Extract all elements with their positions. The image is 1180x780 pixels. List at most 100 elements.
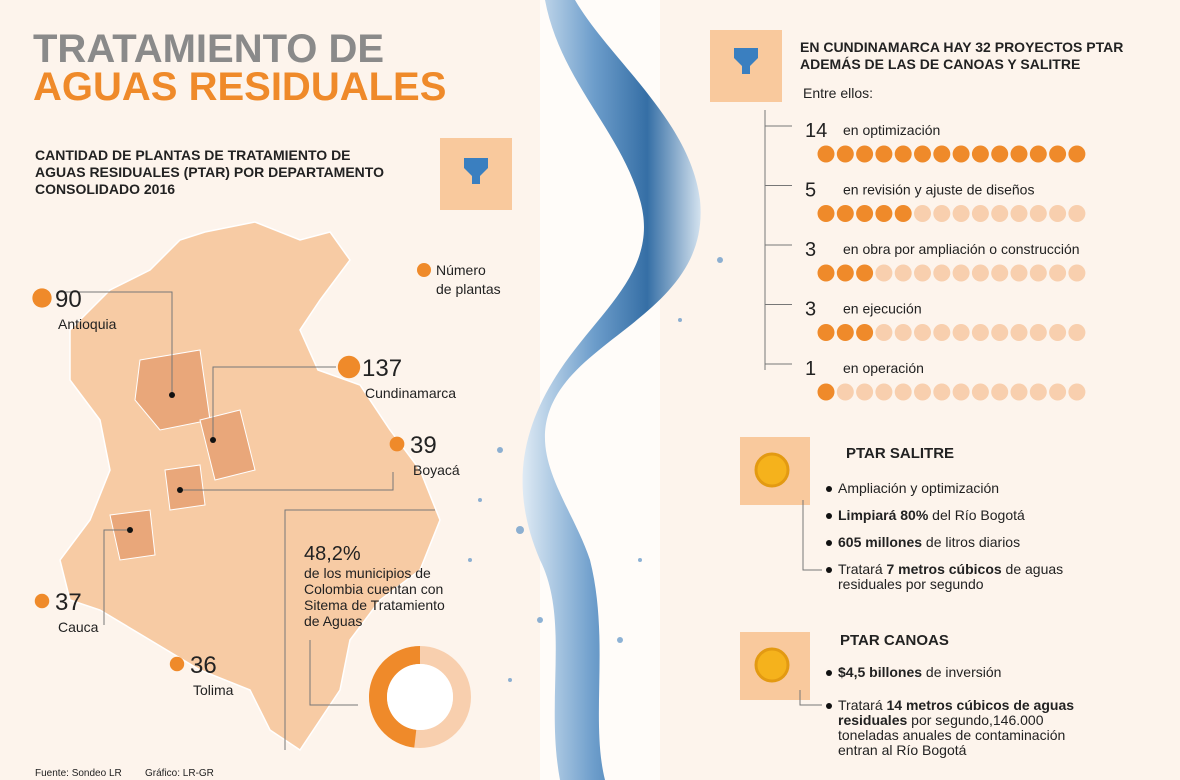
- project-dot: [837, 324, 854, 341]
- empty-dot: [1068, 265, 1085, 282]
- empty-dot: [914, 205, 931, 222]
- project-label: en obra por ampliación o construcción: [843, 241, 1080, 257]
- empty-dot: [1049, 265, 1066, 282]
- bullet: [826, 670, 832, 676]
- section-title: CANTIDAD DE PLANTAS DE TRATAMIENTO DE: [35, 147, 351, 163]
- icon-coin: [740, 437, 810, 505]
- section-title: AGUAS RESIDUALES (PTAR) POR DEPARTAMENTO: [35, 164, 384, 180]
- empty-dot: [895, 324, 912, 341]
- empty-dot: [933, 205, 950, 222]
- empty-dot: [953, 324, 970, 341]
- legend-label: de plantas: [436, 281, 501, 297]
- text-segment: residuales: [838, 712, 907, 728]
- project-dot: [914, 146, 931, 163]
- legend-label: Número: [436, 262, 486, 278]
- text-segment: Ampliación y optimización: [838, 480, 999, 496]
- section-title: CONSOLIDADO 2016: [35, 181, 175, 197]
- empty-dot: [1049, 205, 1066, 222]
- project-dot: [856, 146, 873, 163]
- text-segment: del Río Bogotá: [928, 507, 1025, 523]
- project-dot: [837, 146, 854, 163]
- text-segment: Tratará: [838, 561, 887, 577]
- icon-filter: [440, 138, 512, 210]
- title-line: AGUAS RESIDUALES: [33, 65, 446, 109]
- empty-dot: [953, 384, 970, 401]
- empty-dot: [1011, 205, 1028, 222]
- text-segment: toneladas anuales de contaminación: [838, 727, 1065, 743]
- department-dot: [390, 437, 405, 452]
- bullet: [826, 513, 832, 519]
- project-label: en optimización: [843, 122, 940, 138]
- project-dot: [856, 324, 873, 341]
- project-dot: [837, 205, 854, 222]
- bullet: [826, 486, 832, 492]
- projects-title: ADEMÁS DE LAS DE CANOAS Y SALITRE: [800, 56, 1080, 72]
- empty-dot: [972, 324, 989, 341]
- empty-dot: [1030, 265, 1047, 282]
- project-label: en operación: [843, 360, 924, 376]
- text-segment: Limpiará 80%: [838, 507, 929, 523]
- department-dot: [32, 288, 51, 307]
- bullet: [826, 567, 832, 573]
- empty-dot: [991, 265, 1008, 282]
- department-dot: [170, 657, 184, 671]
- text-segment: 14 metros cúbicos de aguas: [887, 697, 1075, 713]
- project-dot: [818, 146, 835, 163]
- project-dot: [856, 265, 873, 282]
- project-count: 3: [805, 299, 816, 321]
- project-label: en ejecución: [843, 301, 922, 317]
- project-dot: [933, 146, 950, 163]
- empty-dot: [875, 384, 892, 401]
- item-text: residuales por segundo,146.000: [838, 712, 1044, 728]
- department-value: 90: [55, 286, 82, 313]
- empty-dot: [1011, 384, 1028, 401]
- project-dot: [1049, 146, 1066, 163]
- item-text: 605 millones de litros diarios: [838, 534, 1020, 550]
- empty-dot: [914, 324, 931, 341]
- department-dot: [35, 594, 50, 609]
- empty-dot: [914, 265, 931, 282]
- project-dot: [875, 205, 892, 222]
- ptar-title: PTAR SALITRE: [846, 445, 954, 462]
- project-dot: [953, 146, 970, 163]
- bullet: [826, 540, 832, 546]
- department-name: Cauca: [58, 619, 99, 635]
- project-dot: [856, 205, 873, 222]
- item-text: toneladas anuales de contaminación: [838, 727, 1065, 743]
- project-count: 14: [805, 120, 827, 142]
- project-label: en revisión y ajuste de diseños: [843, 182, 1034, 198]
- empty-dot: [837, 384, 854, 401]
- empty-dot: [953, 265, 970, 282]
- text-segment: de aguas: [1002, 561, 1064, 577]
- empty-dot: [1030, 384, 1047, 401]
- page: TRATAMIENTO DE AGUAS RESIDUALES Fuente: …: [0, 0, 1180, 780]
- infographic: TRATAMIENTO DE AGUAS RESIDUALES Fuente: …: [0, 0, 1180, 780]
- coverage-text: Sitema de Tratamiento: [304, 597, 445, 613]
- coverage-value: 48,2%: [304, 543, 361, 565]
- item-text: entran al Río Bogotá: [838, 742, 967, 758]
- department-value: 39: [410, 432, 437, 459]
- project-dot: [818, 265, 835, 282]
- project-count: 5: [805, 180, 816, 202]
- credit: Gráfico: LR-GR: [145, 768, 214, 779]
- map-tolima: [165, 465, 205, 510]
- project-dot: [972, 146, 989, 163]
- text-segment: por segundo,146.000: [907, 712, 1043, 728]
- empty-dot: [991, 324, 1008, 341]
- project-dot: [1011, 146, 1028, 163]
- coverage-text: de Aguas: [304, 613, 362, 629]
- department-name: Antioquia: [58, 316, 117, 332]
- item-text: Limpiará 80% del Río Bogotá: [838, 507, 1025, 523]
- text-segment: de litros diarios: [922, 534, 1020, 550]
- empty-dot: [1049, 384, 1066, 401]
- empty-dot: [1011, 265, 1028, 282]
- text-segment: residuales por segundo: [838, 576, 984, 592]
- empty-dot: [875, 324, 892, 341]
- empty-dot: [953, 205, 970, 222]
- department-value: 137: [362, 355, 402, 382]
- empty-dot: [875, 265, 892, 282]
- text-segment: Tratará: [838, 697, 887, 713]
- project-dot: [1030, 146, 1047, 163]
- project-dot: [837, 265, 854, 282]
- text-segment: entran al Río Bogotá: [838, 742, 967, 758]
